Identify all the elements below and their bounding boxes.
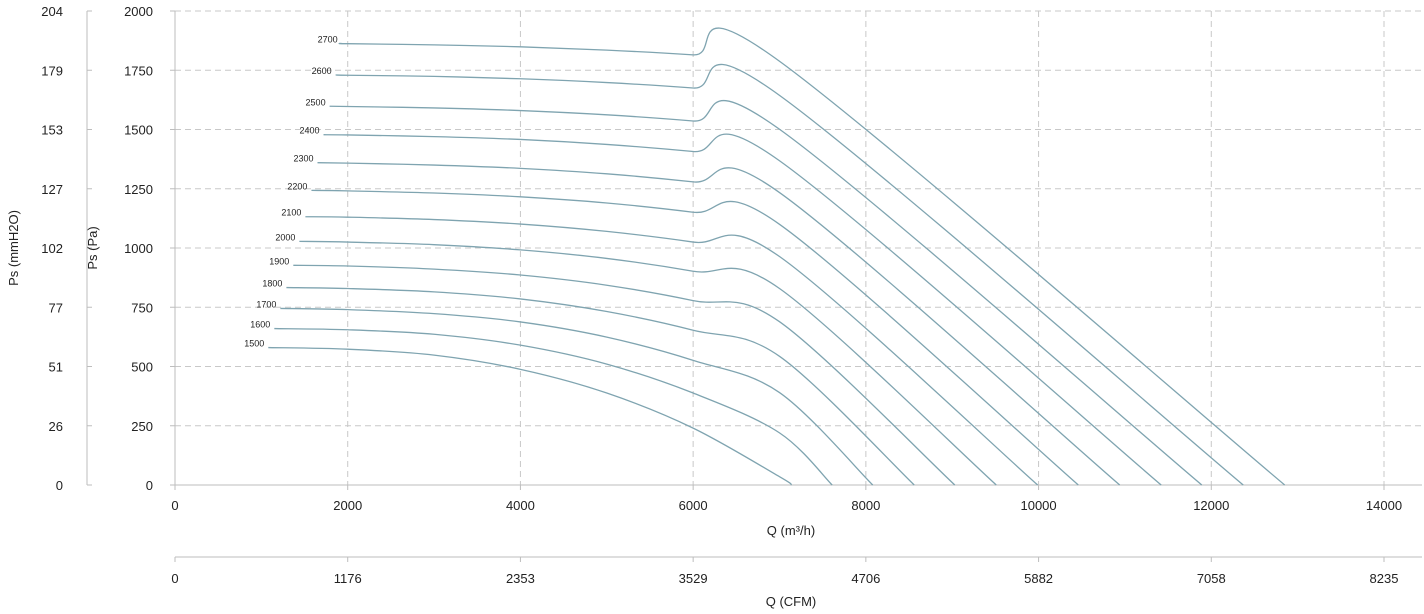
x-tick-label: 0: [171, 498, 178, 513]
grid-layer: [175, 10, 1422, 485]
y-tick-label: 1000: [124, 241, 153, 256]
x2-tick-label: 1176: [334, 571, 362, 586]
fan-curve-2200: [311, 189, 1079, 486]
speed-label-2200: 2200: [287, 181, 307, 191]
y-tick-label: 500: [131, 360, 153, 375]
speed-label-2500: 2500: [306, 97, 326, 107]
fan-curve-2500: [329, 99, 1203, 486]
y2-tick-label: 179: [41, 63, 63, 78]
x-tick-label: 8000: [851, 498, 880, 513]
y-tick-label: 1500: [124, 123, 153, 138]
fan-curve-1800: [286, 286, 915, 486]
speed-label-1800: 1800: [262, 279, 282, 289]
x2-tick-label: 7058: [1197, 571, 1226, 586]
speed-label-1600: 1600: [250, 320, 270, 330]
fan-curve-2100: [305, 216, 1039, 486]
fan-curve-2600: [335, 63, 1244, 486]
x2-tick-label: 4706: [851, 571, 880, 586]
y-tick-label: 1250: [124, 182, 153, 197]
y-tick-label: 750: [131, 300, 153, 315]
x2-tick-label: 8235: [1370, 571, 1399, 586]
y2-tick-label: 153: [41, 123, 63, 138]
y2-axis-title: Ps (mmH2O): [6, 210, 21, 286]
speed-label-1500: 1500: [244, 339, 264, 349]
y2-tick-label: 204: [41, 4, 63, 19]
speed-label-2400: 2400: [300, 126, 320, 136]
curves-layer: [268, 27, 1286, 486]
x-tick-label: 4000: [506, 498, 535, 513]
x2-tick-label: 2353: [506, 571, 535, 586]
x2-tick-label: 0: [171, 571, 178, 586]
speed-label-2600: 2600: [312, 66, 332, 76]
fan-curve-2700: [338, 27, 1286, 486]
x2-axis-title: Q (CFM): [766, 594, 817, 609]
y-axis-title: Ps (Pa): [85, 226, 100, 269]
speed-label-2100: 2100: [281, 208, 301, 218]
speed-label-1900: 1900: [269, 256, 289, 266]
y-tick-label: 250: [131, 419, 153, 434]
fan-curve-1600: [274, 327, 833, 486]
y2-tick-label: 26: [49, 419, 63, 434]
fan-curve-1900: [293, 264, 956, 486]
x2-tick-label: 3529: [679, 571, 708, 586]
y-tick-label: 1750: [124, 63, 153, 78]
y-tick-label: 2000: [124, 4, 153, 19]
fan-curve-2000: [299, 240, 997, 486]
y2-tick-label: 77: [49, 300, 63, 315]
x-tick-label: 14000: [1366, 498, 1402, 513]
y-tick-label: 0: [146, 478, 153, 493]
speed-label-2300: 2300: [293, 154, 313, 164]
fan-curve-1500: [268, 346, 793, 486]
y2-tick-label: 51: [49, 360, 63, 375]
speed-label-2000: 2000: [275, 232, 295, 242]
fan-curve-2400: [323, 133, 1162, 486]
y2-tick-label: 127: [41, 182, 63, 197]
x-tick-label: 10000: [1020, 498, 1056, 513]
x2-tick-label: 5882: [1024, 571, 1053, 586]
x-tick-label: 2000: [333, 498, 362, 513]
x-axis-title: Q (m³/h): [767, 523, 815, 538]
speed-label-1700: 1700: [256, 299, 276, 309]
x-tick-label: 12000: [1193, 498, 1229, 513]
fan-curve-1700: [280, 307, 874, 486]
speed-labels-layer: 1500 1600 1700 1800 1900 2000 2100 2200 2300 2400…: [244, 34, 337, 348]
x-tick-label: 6000: [679, 498, 708, 513]
y2-tick-label: 102: [41, 241, 63, 256]
fan-curve-2300: [317, 162, 1121, 486]
speed-label-2700: 2700: [318, 34, 338, 44]
y2-tick-label: 0: [56, 478, 63, 493]
